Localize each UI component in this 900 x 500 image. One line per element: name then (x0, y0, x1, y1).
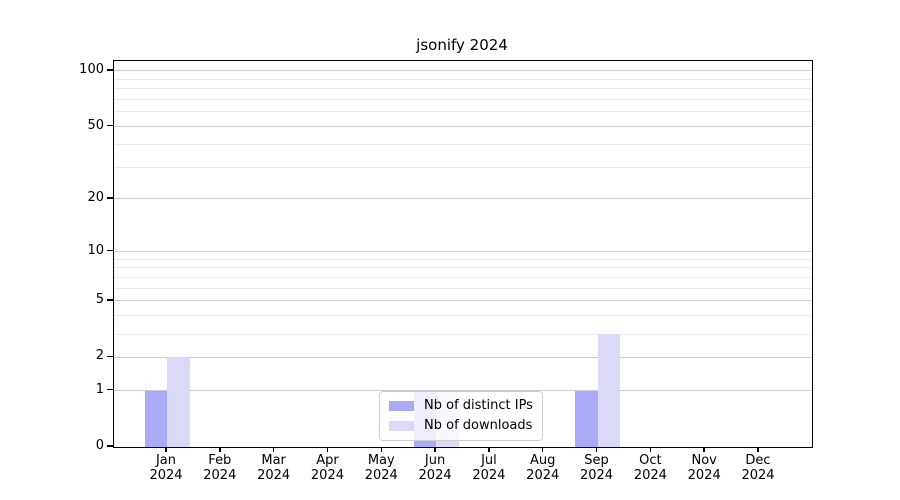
gridline-major-1 (114, 390, 812, 391)
gridline-minor-3 (114, 333, 812, 335)
gridline-major-20 (114, 198, 812, 200)
legend: Nb of distinct IPs Nb of downloads (379, 391, 543, 441)
y-axis-tick-label-100: 100 (79, 61, 104, 77)
y-axis-tick-label-2: 2 (95, 348, 104, 364)
gridline-major-100 (114, 70, 812, 72)
x-axis-tick-label-dec: Dec 2024 (741, 453, 775, 483)
x-axis-tick-label-mar: Mar 2024 (257, 453, 291, 483)
x-axis-tick-mar (272, 447, 275, 452)
x-axis-tick-label-jan: Jan 2024 (149, 453, 183, 483)
gridline-minor-60 (114, 111, 812, 113)
gridline-major-5 (114, 300, 812, 302)
gridline-major-10 (114, 251, 812, 253)
gridline-major-2 (114, 356, 812, 358)
x-axis-tick-label-aug: Aug 2024 (526, 453, 560, 483)
gridline-minor-80 (114, 88, 812, 90)
y-axis-tick-5 (107, 299, 113, 301)
gridline-major-50 (114, 126, 812, 128)
y-axis-tick-label-10: 10 (87, 242, 104, 258)
gridline-minor-6 (114, 287, 812, 289)
y-axis-tick-label-5: 5 (95, 291, 104, 307)
x-axis-tick-nov (703, 447, 705, 452)
x-axis-tick-sep (595, 447, 598, 452)
y-axis-tick-label-1: 1 (95, 381, 104, 397)
x-axis-tick-label-apr: Apr 2024 (310, 453, 344, 483)
x-axis-tick-jun (434, 447, 436, 452)
x-axis-tick-label-oct: Oct 2024 (633, 453, 667, 483)
x-axis-tick-dec (757, 447, 759, 452)
bar-downloads-sep (597, 334, 621, 447)
legend-swatch-downloads (389, 421, 414, 431)
gridline-minor-9 (114, 258, 812, 260)
y-axis-tick-label-0: 0 (95, 438, 104, 453)
x-axis-tick-label-jul: Jul 2024 (472, 453, 506, 483)
legend-entry-downloads: Nb of downloads (389, 418, 533, 434)
legend-swatch-distinct-ips (389, 401, 414, 411)
legend-label-downloads: Nb of downloads (424, 418, 533, 433)
x-axis-tick-jul (488, 447, 490, 452)
plot-area: Nb of distinct IPs Nb of downloads (113, 60, 813, 448)
x-axis-tick-feb (219, 447, 221, 452)
gridline-minor-8 (114, 267, 812, 269)
gridline-minor-30 (114, 166, 812, 168)
gridline-minor-4 (114, 315, 812, 317)
y-axis-tick-100 (107, 69, 113, 71)
gridline-minor-70 (114, 99, 812, 101)
bar-downloads-jan (167, 357, 190, 447)
y-axis-tick-1 (107, 388, 113, 391)
y-axis-tick-50 (107, 124, 113, 127)
x-axis-tick-may (380, 447, 382, 452)
y-axis-tick-20 (107, 197, 113, 199)
y-axis-tick-label-20: 20 (87, 189, 104, 205)
x-axis-tick-apr (326, 447, 329, 452)
y-axis-tick-10 (107, 249, 113, 252)
x-axis-tick-oct (649, 447, 652, 452)
gridline-minor-7 (114, 277, 812, 279)
x-axis-tick-jan (165, 447, 167, 452)
x-axis-tick-label-sep: Sep 2024 (579, 453, 614, 483)
chart-title: jsonify 2024 (416, 36, 508, 54)
legend-entry-distinct-ips: Nb of distinct IPs (389, 398, 533, 414)
gridline-minor-90 (114, 78, 812, 80)
legend-label-distinct-ips: Nb of distinct IPs (424, 398, 533, 413)
x-axis-tick-label-nov: Nov 2024 (687, 453, 721, 483)
x-axis-tick-label-feb: Feb 2024 (203, 453, 237, 483)
x-axis-tick-aug (542, 447, 544, 452)
y-axis-tick-0 (107, 445, 113, 447)
bar-distinct-ips-sep (575, 390, 598, 447)
x-axis-tick-label-may: May 2024 (364, 453, 398, 483)
y-axis-tick-2 (107, 355, 113, 358)
y-axis-tick-label-50: 50 (87, 117, 104, 133)
x-axis-tick-label-jun: Jun 2024 (418, 453, 452, 483)
bar-distinct-ips-jan (144, 390, 167, 447)
gridline-minor-40 (114, 143, 812, 145)
